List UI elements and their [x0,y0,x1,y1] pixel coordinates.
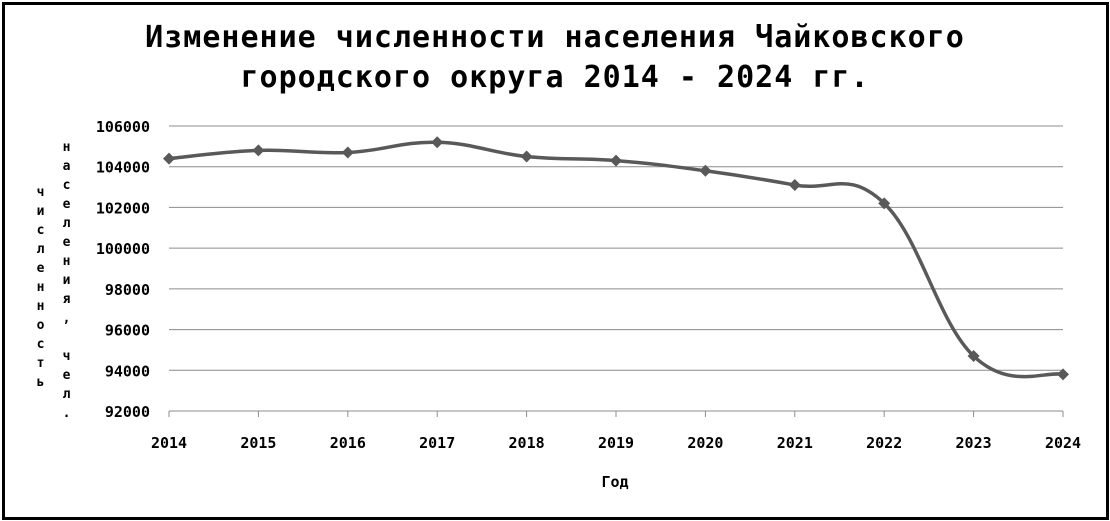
data-point [788,179,801,192]
series-layer [168,140,1064,379]
y-tick-label: 102000 [96,199,150,217]
y-tick-label: 106000 [96,118,150,136]
y-tick-label: 100000 [96,240,150,258]
y-axis-label-line1: численность [33,185,48,394]
chart-title-line1: Изменение численности населения Чайковск… [145,20,965,55]
chart-title: Изменение численности населения Чайковск… [0,18,1110,98]
x-tick-label: 2017 [419,434,455,452]
data-point [878,197,891,210]
x-tick-labels: 2014 2015 2016 2017 2018 2019 2020 2021 2022 2023… [151,434,1081,452]
data-point [252,144,265,157]
y-tick-label: 96000 [105,322,150,340]
x-tick-label: 2018 [509,434,545,452]
markers-layer [163,136,1069,381]
data-point [431,136,444,149]
x-tick-label: 2022 [866,434,902,452]
y-tick-label: 98000 [105,281,150,299]
x-axis-label: Год [601,473,628,491]
data-point [1057,368,1069,381]
x-tick-label: 2014 [151,434,187,452]
chart-title-line2: городского округа 2014 - 2024 гг. [240,60,870,95]
y-tick-label: 104000 [96,159,150,177]
data-point [699,164,712,177]
x-tick-label: 2019 [598,434,634,452]
y-axis-label-line2: населения, чел. [59,140,74,425]
y-tick-label: 94000 [105,362,150,380]
data-point [520,150,533,163]
data-point [967,350,980,363]
x-tick-label: 2016 [330,434,366,452]
x-tick-label: 2015 [240,434,276,452]
x-tick-label: 2024 [1045,434,1081,452]
data-point [610,154,622,167]
data-point [163,152,175,165]
series-line [168,140,1064,379]
x-tick-label: 2020 [687,434,723,452]
x-tick-label: 2021 [777,434,813,452]
y-tick-labels: 92000 94000 96000 98000 100000 102000 104000 10… [96,118,150,421]
y-tick-label: 92000 [105,403,150,421]
x-axis [168,410,1064,417]
data-point [341,146,354,159]
x-tick-label: 2023 [956,434,992,452]
